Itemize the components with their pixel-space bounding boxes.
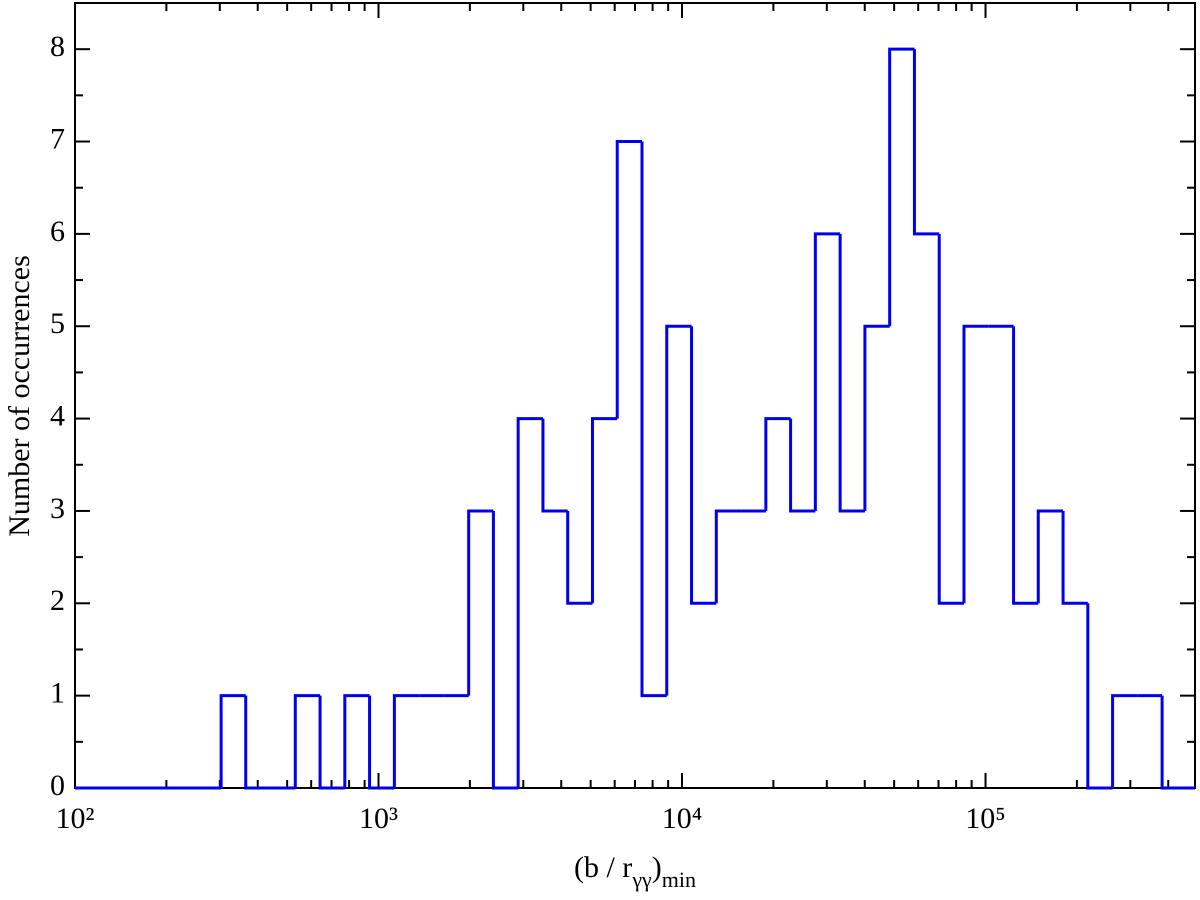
histogram-step [838,233,865,513]
histogram-step [1061,510,1088,605]
histogram-step [1160,695,1195,790]
histogram-step [1036,509,1064,604]
histogram-step [566,510,593,605]
histogram-step [665,324,692,696]
x-tick-label: 10⁵ [965,802,1005,835]
histogram-step [813,232,841,511]
x-tick-label: 10³ [359,802,398,835]
histogram-step [392,694,420,788]
x-label-sub: γγ [631,867,652,892]
histogram-step [293,694,321,788]
histogram-step [1111,694,1138,788]
histogram-step [467,509,494,696]
histogram-step [640,141,667,698]
x-label-part: ) [652,851,662,884]
y-tick-label: 1 [50,677,65,710]
histogram-step [516,417,543,788]
histogram-step [615,140,643,419]
plot-frame [74,2,1196,789]
y-tick-label: 5 [50,307,65,340]
y-tick-label: 7 [50,122,65,155]
y-tick-label: 8 [50,30,65,63]
y-tick-label: 0 [50,769,65,802]
y-tick-label: 3 [50,492,65,525]
histogram-step [368,695,395,790]
histogram-step [714,509,742,604]
histogram-step [690,326,717,605]
histogram-step [937,233,964,605]
histogram-step [863,324,890,511]
histogram-step [1012,326,1039,605]
histogram-step [318,695,345,790]
histogram-step [962,324,989,604]
x-label-part: (b / r [574,851,632,884]
y-tick-label: 2 [50,584,65,617]
x-label-sub: min [662,867,696,892]
x-tick-label: 10⁴ [662,802,702,835]
y-tick-label: 4 [50,399,65,432]
x-tick-label: 10² [56,802,95,835]
histogram-step [343,694,370,788]
histogram-step [219,694,246,788]
histogram-step [590,417,618,604]
histogram-step [491,510,519,790]
histogram-step [1086,603,1113,790]
y-tick-label: 6 [50,215,65,248]
x-axis-label: (b / rγγ)min [574,851,696,892]
y-axis-label: Number of occurrences [3,255,36,537]
histogram-step [888,47,915,327]
histogram-step [244,695,271,790]
histogram-step [912,49,940,236]
histogram-step [541,418,568,513]
histogram-step [789,418,816,513]
histogram-step [764,417,791,511]
